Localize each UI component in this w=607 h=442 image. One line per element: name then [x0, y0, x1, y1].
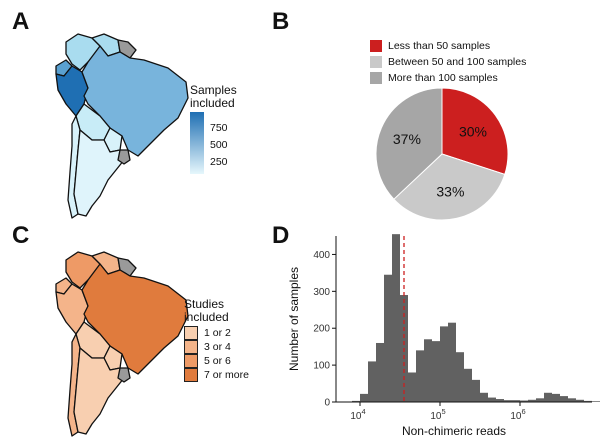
histogram-bar — [424, 339, 432, 402]
map-a-gradient-bar — [190, 112, 204, 174]
histogram-bar — [456, 352, 464, 402]
histogram-bar — [568, 398, 576, 402]
map-c-legend-item: 1 or 2 — [184, 326, 231, 340]
histogram-chart: 0 100 200 300 400 104 105 106 Non-chimeric reads… — [287, 234, 600, 438]
panel-label-b: B — [272, 8, 290, 35]
map-a-samples — [55, 33, 189, 219]
histogram-bar — [488, 397, 496, 402]
histogram-bar — [384, 274, 392, 402]
histogram-bar — [448, 322, 456, 402]
pie-legend-item: Less than 50 samples — [370, 40, 490, 52]
histogram-bar — [416, 350, 424, 402]
y-tick-label: 400 — [313, 250, 330, 261]
map-c-legend-item: 5 or 6 — [184, 354, 231, 368]
histogram-bar — [376, 342, 384, 402]
y-tick-label: 300 — [313, 287, 330, 298]
pie-chart: 30% 33% 37% — [375, 87, 509, 221]
x-tick-label: 106 — [510, 407, 525, 422]
pie-legend-item: Between 50 and 100 samples — [370, 56, 526, 68]
pie-legend-swatch — [370, 40, 382, 52]
histogram-bar — [536, 398, 544, 402]
x-tick-label: 105 — [430, 407, 445, 422]
histogram-bar — [520, 400, 528, 402]
y-tick-label: 0 — [324, 398, 330, 409]
map-c-legend-label: 7 or more — [204, 369, 249, 381]
histogram-bar — [496, 399, 504, 402]
histogram-bar — [440, 326, 448, 402]
map-c-studies — [55, 251, 189, 437]
pie-legend-swatch — [370, 56, 382, 68]
histogram-bar — [360, 393, 368, 402]
map-a-legend-tick: 750 — [210, 122, 228, 134]
panel-label-a: A — [12, 8, 30, 35]
histogram-bar — [504, 400, 512, 402]
map-c-legend-item: 3 or 4 — [184, 340, 231, 354]
map-a-argentina — [73, 129, 125, 217]
map-a-legend-tick: 250 — [210, 156, 228, 168]
histogram-bar — [544, 392, 552, 402]
histogram-bar — [560, 396, 568, 402]
histogram-bar — [352, 400, 360, 402]
panel-label-d: D — [272, 222, 290, 249]
map-c-legend-label: 5 or 6 — [204, 355, 231, 367]
pie-legend-label: Less than 50 samples — [388, 40, 491, 52]
pie-slice-label: 37% — [393, 131, 421, 147]
histogram-bar — [464, 368, 472, 402]
map-c-legend-item: 7 or more — [184, 368, 249, 382]
map-a-brazil — [81, 45, 189, 157]
pie-legend-swatch — [370, 72, 382, 84]
map-c-legend-swatch — [184, 354, 198, 368]
map-c-legend-swatch — [184, 326, 198, 340]
y-tick-label: 100 — [313, 361, 330, 372]
histogram-bar — [592, 401, 600, 402]
map-c-legend-swatch — [184, 368, 198, 382]
pie-slice-label: 30% — [459, 124, 487, 140]
map-a-uruguay — [117, 149, 131, 165]
histogram-bar — [552, 393, 560, 402]
histogram-bar — [472, 379, 480, 402]
map-a-legend-tick: 500 — [210, 139, 228, 151]
pie-legend-item: More than 100 samples — [370, 72, 498, 84]
x-axis-label: Non-chimeric reads — [402, 424, 506, 438]
histogram-bar — [392, 234, 400, 402]
map-a-legend-title: Samples included — [190, 83, 237, 110]
histogram-bar — [408, 372, 416, 402]
map-c-legend-title: Studies included — [184, 297, 229, 324]
histogram-bar — [368, 361, 376, 402]
histogram-bar — [528, 399, 536, 402]
pie-slice — [393, 153, 506, 221]
histogram-bar — [432, 341, 440, 402]
map-c-uruguay — [117, 367, 131, 383]
map-c-legend-label: 3 or 4 — [204, 341, 231, 353]
pie-slice — [441, 87, 509, 176]
y-axis-label: Number of samples — [287, 267, 301, 371]
map-c-argentina — [73, 347, 125, 435]
x-tick-label: 104 — [350, 407, 365, 422]
histogram-bar — [512, 400, 520, 402]
histogram-bar — [584, 400, 592, 402]
y-tick-label: 200 — [313, 324, 330, 335]
panel-label-c: C — [12, 222, 30, 249]
map-c-brazil — [81, 263, 189, 375]
pie-slice — [375, 87, 443, 200]
pie-slice-label: 33% — [436, 183, 464, 199]
pie-legend-label: Between 50 and 100 samples — [388, 56, 527, 68]
histogram-bar — [576, 399, 584, 402]
map-c-legend-swatch — [184, 340, 198, 354]
pie-legend-label: More than 100 samples — [388, 72, 498, 84]
map-c-legend-label: 1 or 2 — [204, 327, 231, 339]
histogram-bar — [480, 392, 488, 402]
